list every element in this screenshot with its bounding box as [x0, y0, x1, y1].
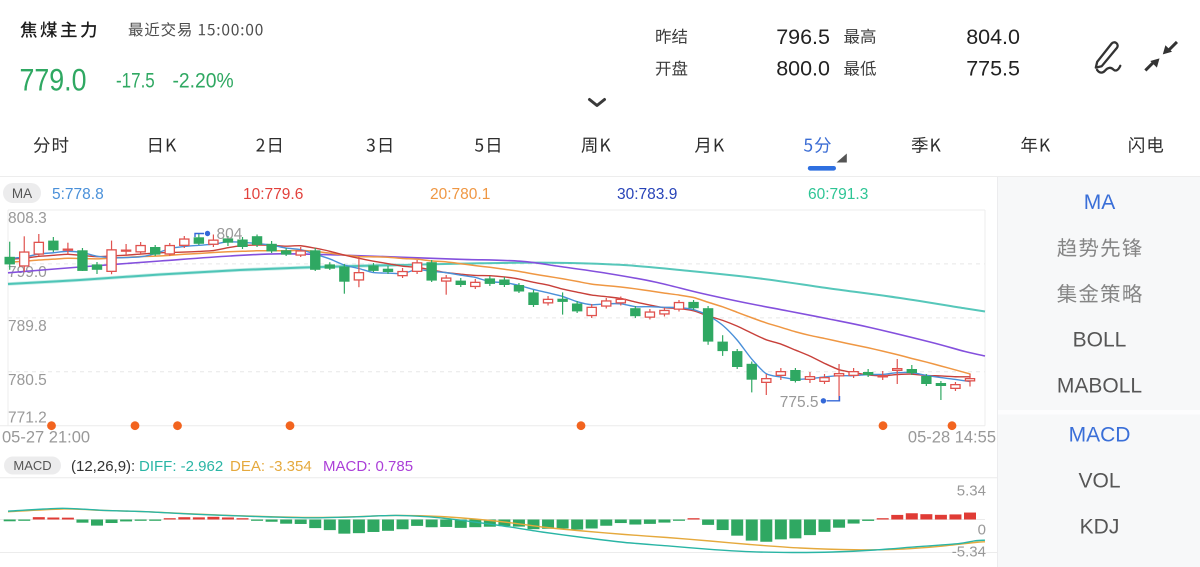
svg-text:MA: MA [12, 186, 32, 201]
svg-text:MABOLL: MABOLL [1057, 375, 1142, 398]
svg-text:0: 0 [978, 522, 986, 539]
svg-text:779.0: 779.0 [20, 63, 87, 97]
svg-text:775.5: 775.5 [780, 394, 819, 411]
svg-text:DIFF: -2.962: DIFF: -2.962 [139, 458, 223, 475]
svg-text:VOL: VOL [1078, 470, 1120, 493]
svg-text:780.5: 780.5 [8, 372, 47, 389]
svg-text:5:778.8: 5:778.8 [52, 186, 104, 203]
svg-text:(12,26,9):: (12,26,9): [71, 458, 135, 475]
svg-text:MA: MA [1084, 191, 1116, 214]
svg-text:800.0: 800.0 [776, 57, 830, 81]
svg-text:MACD: MACD [1069, 424, 1131, 447]
svg-text:789.8: 789.8 [8, 318, 47, 335]
svg-text:20:780.1: 20:780.1 [430, 186, 490, 203]
svg-text:-17.5: -17.5 [116, 70, 155, 93]
svg-text:10:779.6: 10:779.6 [243, 186, 303, 203]
svg-text:BOLL: BOLL [1073, 329, 1127, 352]
svg-text:MACD: 0.785: MACD: 0.785 [323, 458, 413, 475]
svg-text:DEA: -3.354: DEA: -3.354 [230, 458, 312, 475]
svg-text:771.2: 771.2 [8, 410, 47, 427]
svg-text:808.3: 808.3 [8, 210, 47, 227]
svg-text:-2.20%: -2.20% [173, 70, 234, 93]
svg-text:30:783.9: 30:783.9 [617, 186, 677, 203]
svg-text:799.0: 799.0 [8, 264, 47, 281]
svg-text:-5.34: -5.34 [952, 544, 986, 561]
svg-text:MACD: MACD [13, 458, 51, 473]
svg-text:60:791.3: 60:791.3 [808, 186, 868, 203]
svg-text:804: 804 [217, 226, 243, 243]
svg-text:5.34: 5.34 [957, 483, 986, 500]
svg-text:05-28 14:55: 05-28 14:55 [908, 429, 996, 447]
svg-text:KDJ: KDJ [1080, 516, 1120, 539]
svg-text:804.0: 804.0 [966, 25, 1020, 49]
svg-text:05-27 21:00: 05-27 21:00 [2, 429, 90, 447]
svg-text:775.5: 775.5 [966, 57, 1020, 81]
svg-text:796.5: 796.5 [776, 25, 830, 49]
